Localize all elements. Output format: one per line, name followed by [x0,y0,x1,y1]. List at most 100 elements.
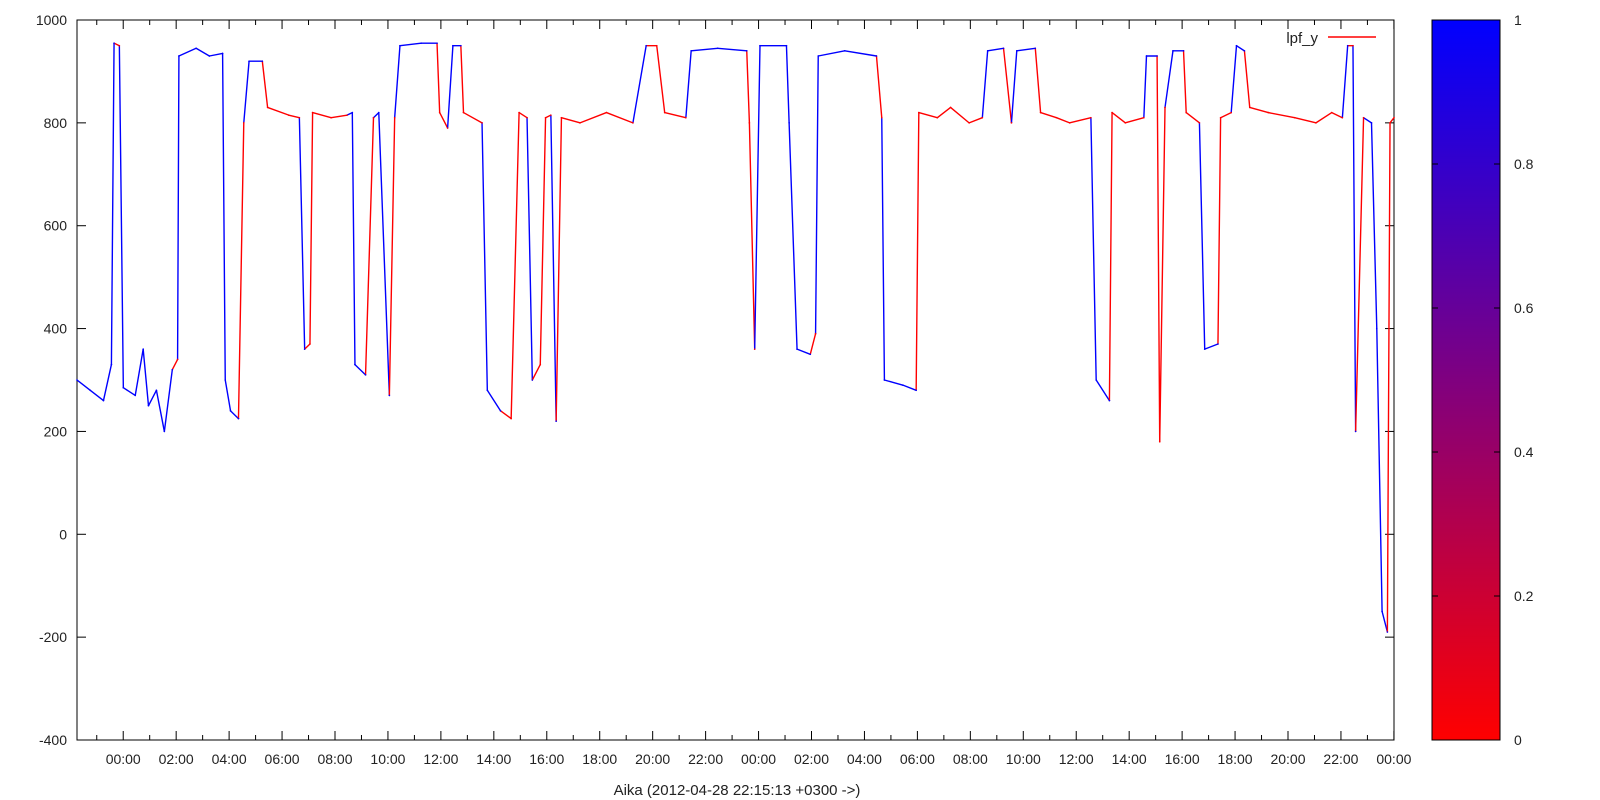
series-point [1145,55,1148,57]
colorbar: 0 0.2 0.4 0.6 0.8 1 [1431,12,1534,748]
series-segment [685,50,692,119]
series-segment [195,47,211,57]
x-tick-label: 06:00 [265,751,300,767]
series-segment [221,52,226,381]
series-point [685,116,687,119]
series-point [745,50,748,52]
x-tick-label: 20:00 [1270,751,1305,767]
series-segment [1217,117,1222,345]
series-point [195,47,197,50]
series-point [388,394,391,397]
series-segment [155,389,166,433]
x-tick-label: 02:00 [794,751,829,767]
series-point [147,404,150,407]
series-point [1164,106,1166,109]
series-point [364,374,367,376]
series-segment [555,117,563,422]
y-tick-label: 600 [44,218,68,234]
y-tick-label: -200 [39,629,67,645]
series-point [788,122,790,124]
x-tick-label: 22:00 [688,751,723,767]
series-segment [915,111,920,391]
series-point [446,127,449,129]
series-point [1315,122,1317,124]
series-segment [1069,117,1092,124]
series-segment [110,42,115,366]
series-segment [1243,50,1251,109]
series-point [1346,44,1349,47]
series-segment [351,111,356,366]
series-segment [372,111,380,119]
series-point [287,114,290,116]
series-point [399,44,401,47]
series-point [544,116,547,119]
series-segment [716,47,748,52]
series-segment [134,348,144,397]
series-segment [949,106,970,124]
y-tick-label: -400 [39,732,67,748]
series-segment [388,117,396,397]
series-segment [1002,47,1013,124]
series-segment [1034,47,1042,114]
series-point [346,114,348,116]
series-point [796,348,798,350]
series-segment [875,55,883,119]
series-point [880,116,883,119]
series-point [1039,111,1042,114]
series-segment [531,363,541,381]
series-segment [1331,111,1344,119]
series-segment [102,363,113,402]
series-segment [968,117,984,124]
series-segment [1010,50,1018,124]
series-segment [785,45,790,124]
x-tick-label: 22:00 [1323,751,1358,767]
series-point [785,44,788,47]
series-lpf-y [76,42,1395,633]
series-point [237,417,240,420]
x-tick-label: 04:00 [847,751,882,767]
series-point [224,379,227,381]
series-point [968,122,970,124]
series-point [883,379,886,381]
series-point [163,430,166,433]
series-segment [526,117,534,381]
series-point [1219,116,1222,119]
series-segment [1164,50,1174,109]
series-point [1386,631,1389,633]
series-segment [1016,47,1037,52]
series-point [176,358,179,361]
series-point [393,116,396,119]
series-segment [981,50,989,119]
series-point [113,42,115,44]
series-point [1095,379,1097,381]
series-segment [89,389,105,402]
series-segment [462,111,483,124]
series-point [171,368,174,371]
series-point [1235,44,1238,47]
series-segment [481,122,489,391]
series-segment [354,363,367,376]
series-segment [438,111,449,129]
x-tick-label: 12:00 [423,751,458,767]
x-tick-label: 10:00 [1006,751,1041,767]
series-point [208,55,211,57]
series-segment [1249,106,1269,114]
legend-label-lpf-y: lpf_y [1286,30,1318,47]
colorbar-tick-label: 0.6 [1514,300,1534,316]
series-segment [122,387,136,397]
x-axis: 00:00 02:00 04:00 06:00 08:00 10:00 12:00 14:00… [96,20,1412,767]
series-point [1267,111,1270,114]
x-tick-label: 18:00 [582,751,617,767]
series-segment [1095,379,1111,402]
series-point [531,379,534,381]
series-segment [1315,111,1333,124]
series-segment [814,55,819,335]
series-segment [605,111,634,124]
series-segment [142,348,150,407]
series-point [518,111,520,114]
series-segment [163,369,174,433]
series-point [486,389,489,392]
colorbar-tick-label: 0.4 [1514,444,1534,460]
x-tick-label: 12:00 [1059,751,1094,767]
series-segment [883,379,904,386]
